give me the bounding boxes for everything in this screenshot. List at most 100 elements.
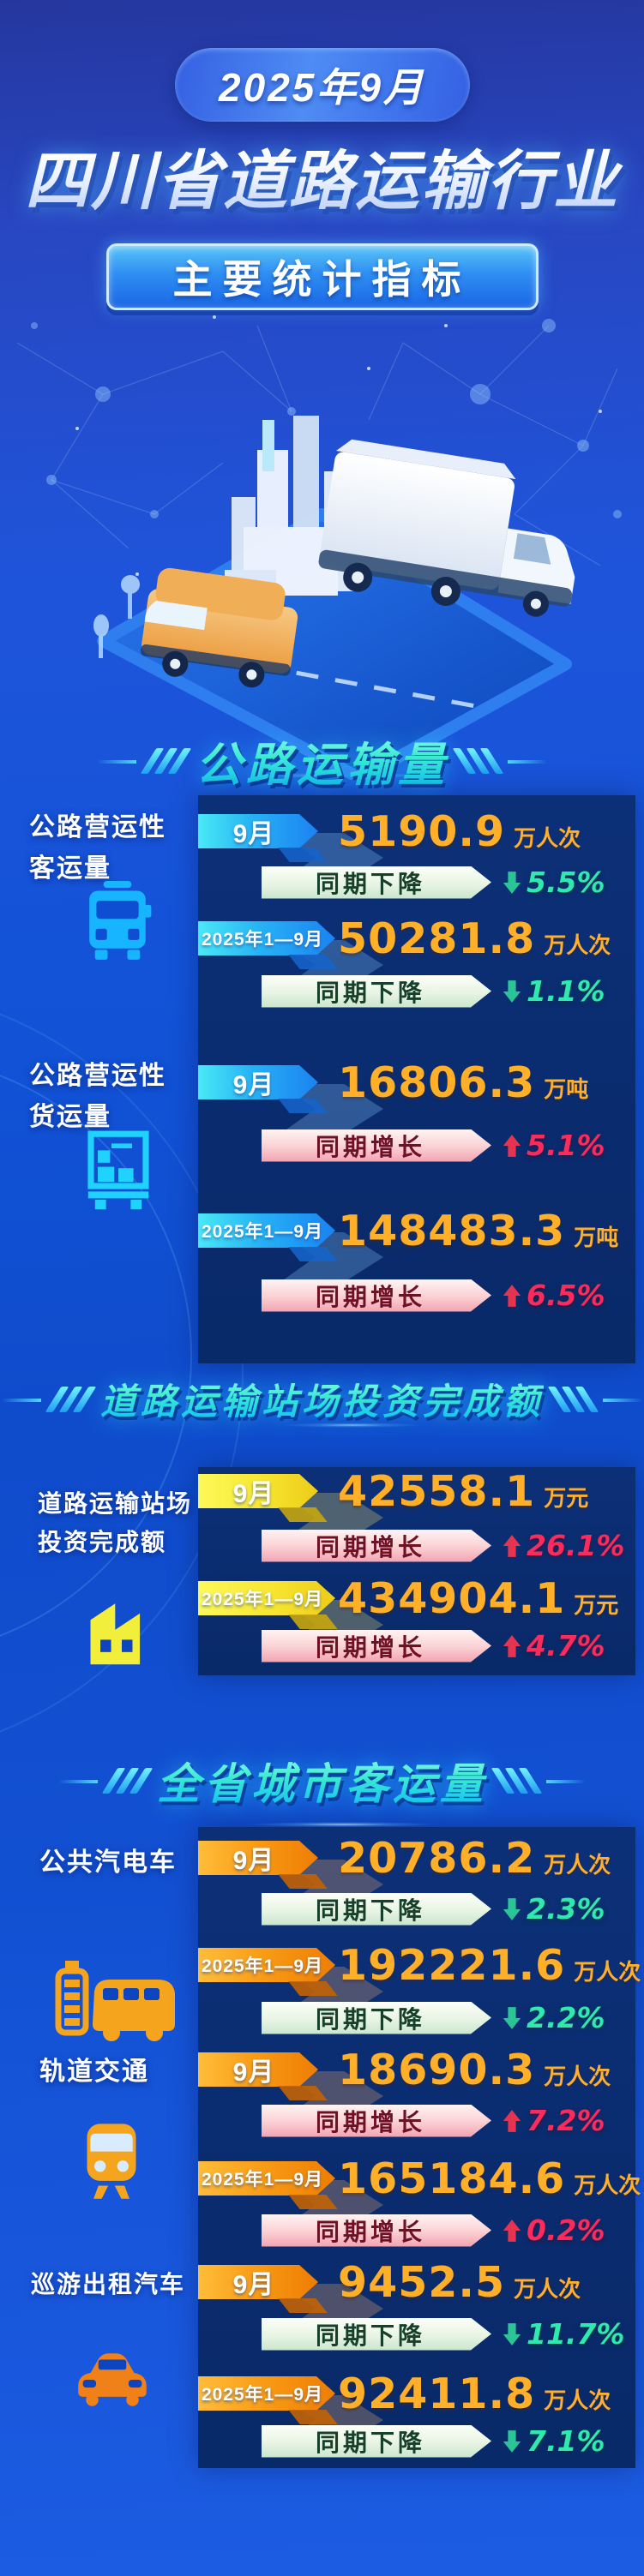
- period-banner: 2025年1—9月: [198, 2376, 335, 2411]
- title-line-decor: [508, 759, 547, 764]
- group-label-taxi: 巡游出租汽车: [31, 2271, 186, 2297]
- group-label-rail-transit: 轨道交通: [39, 2058, 149, 2086]
- section-title-text: 道路运输站场投资完成额: [100, 1373, 544, 1425]
- data-row: 2025年1—9月 192221.6 万人次 同期下降 2.2%: [198, 1941, 641, 2051]
- change-percent: 7.1%: [527, 2424, 605, 2458]
- data-row: 2025年1—9月 165184.6 万人次 同期增长 0.2%: [198, 2154, 641, 2264]
- group-label-electric-bus: 公共汽电车: [39, 1848, 177, 1877]
- section-title-station-investment: 道路运输站场投资完成额: [0, 1373, 644, 1425]
- change-label-banner: 同期下降: [262, 975, 491, 1008]
- stat-value: 5190.9: [338, 807, 506, 856]
- slashes-icon: [491, 1768, 543, 1794]
- slashes-icon: [101, 1768, 153, 1794]
- taxi-icon: [72, 2336, 153, 2412]
- data-row: 9月 9452.5 万人次 同期下降 11.7%: [198, 2258, 635, 2368]
- change-percent: 11.7%: [527, 2317, 625, 2351]
- period-banner: 2025年1—9月: [198, 2161, 335, 2196]
- data-row: 9月 18690.3 万人次 同期增长 7.2%: [198, 2046, 635, 2155]
- data-row: 9月 42558.1 万元 同期增长 26.1%: [198, 1467, 635, 1577]
- change-percent: 6.5%: [527, 1279, 605, 1312]
- change-indicator: 同期下降 2.3%: [262, 1892, 605, 1926]
- group-label-station-investment: 道路运输站场 投资完成额: [38, 1490, 193, 1555]
- period-banner: 9月: [198, 1841, 318, 1875]
- change-percent: 7.2%: [527, 2104, 605, 2137]
- up-arrow-icon: [503, 1134, 521, 1157]
- change-label-banner: 同期下降: [262, 2318, 491, 2351]
- change-indicator: 同期增长 0.2%: [262, 2214, 605, 2247]
- down-arrow-icon: [503, 1897, 521, 1920]
- group-label-road-freight: 公路营运性 货运量: [29, 1062, 166, 1131]
- stat-unit: 万吨: [574, 1225, 619, 1250]
- section-title-urban-passenger: 全省城市客运量: [0, 1750, 644, 1812]
- data-row: 2025年1—9月 92411.8 万人次 同期下降 7.1%: [198, 2369, 635, 2471]
- station-investment-panel: 9月 42558.1 万元 同期增长 26.1% 2025年1—9月 434904…: [198, 1467, 635, 1675]
- stat-value: 20786.2: [338, 1834, 536, 1883]
- change-indicator: 同期增长 5.1%: [262, 1129, 605, 1162]
- down-arrow-icon: [503, 979, 521, 1003]
- change-label-banner: 同期增长: [262, 2105, 491, 2137]
- period-banner: 2025年1—9月: [198, 1581, 335, 1615]
- change-label-banner: 同期下降: [262, 2425, 491, 2458]
- period-banner: 9月: [198, 2052, 318, 2087]
- section-title-highway-transport: 公路运输量: [0, 727, 644, 794]
- change-percent: 5.5%: [527, 866, 605, 899]
- stat-unit: 万人次: [544, 2064, 611, 2089]
- network-background-decor: [16, 315, 622, 576]
- electric-bus-icon: [50, 1947, 178, 2071]
- stat-value: 92411.8: [338, 2369, 536, 2418]
- stat-unit: 万吨: [544, 1076, 589, 1102]
- stat-value: 16806.3: [338, 1058, 536, 1107]
- down-arrow-icon: [503, 871, 521, 894]
- period-badge: 2025年9月: [174, 48, 470, 122]
- down-arrow-icon: [503, 2429, 521, 2453]
- station-building-icon: [79, 1587, 165, 1674]
- change-indicator: 同期下降 2.2%: [262, 2001, 605, 2034]
- change-label-banner: 同期增长: [262, 1279, 491, 1312]
- section-title-text: 全省城市客运量: [157, 1750, 487, 1812]
- cargo-truck-icon: [84, 1129, 153, 1219]
- period-banner: 9月: [198, 814, 318, 848]
- change-indicator: 同期下降 7.1%: [262, 2424, 605, 2458]
- change-label-banner: 同期下降: [262, 1893, 491, 1926]
- stat-value: 50281.8: [338, 914, 536, 963]
- period-banner: 2025年1—9月: [198, 1948, 335, 1982]
- change-percent: 26.1%: [527, 1529, 625, 1562]
- stat-value: 9452.5: [338, 2258, 506, 2307]
- period-banner: 2025年1—9月: [198, 921, 335, 956]
- change-indicator: 同期下降 11.7%: [262, 2317, 625, 2351]
- change-percent: 4.7%: [527, 1629, 605, 1662]
- highway-transport-panel: 9月 5190.9 万人次 同期下降 5.5% 2025年1—9月 50281.8…: [198, 795, 635, 1363]
- slashes-icon: [140, 747, 192, 774]
- title-line-decor: [603, 1398, 642, 1402]
- period-banner: 9月: [198, 1474, 318, 1508]
- up-arrow-icon: [503, 1534, 521, 1557]
- up-arrow-icon: [503, 2109, 521, 2132]
- stat-value: 434904.1: [338, 1574, 566, 1623]
- period-banner: 9月: [198, 2265, 318, 2299]
- up-arrow-icon: [503, 2219, 521, 2242]
- section-title-text: 公路运输量: [196, 727, 448, 794]
- change-label-banner: 同期增长: [262, 2214, 491, 2247]
- data-row: 9月 16806.3 万吨 同期增长 5.1%: [198, 1058, 635, 1175]
- change-indicator: 同期增长 7.2%: [262, 2104, 605, 2137]
- title-line-decor: [1, 1398, 41, 1402]
- down-arrow-icon: [503, 2006, 521, 2029]
- stat-unit: 万人次: [574, 1959, 641, 1985]
- period-banner: 9月: [198, 1065, 318, 1099]
- change-label-banner: 同期增长: [262, 1530, 491, 1562]
- page-subtitle: 主要统计指标: [105, 243, 539, 310]
- title-line-decor: [58, 1780, 98, 1783]
- stat-value: 165184.6: [338, 2154, 566, 2203]
- title-line-decor: [97, 759, 136, 764]
- up-arrow-icon: [503, 1284, 521, 1307]
- stat-value: 192221.6: [338, 1941, 566, 1990]
- change-percent: 1.1%: [527, 974, 605, 1008]
- urban-passenger-panel: 9月 20786.2 万人次 同期下降 2.3% 2025年1—9月 192221…: [198, 1827, 641, 2471]
- change-percent: 2.2%: [527, 2001, 605, 2034]
- change-label-banner: 同期增长: [262, 1630, 491, 1662]
- change-percent: 5.1%: [527, 1129, 605, 1162]
- title-line-decor: [546, 1780, 586, 1783]
- data-row: 2025年1—9月 434904.1 万元 同期增长 4.7%: [198, 1574, 635, 1684]
- stat-unit: 万人次: [544, 932, 611, 958]
- change-percent: 2.3%: [527, 1892, 605, 1926]
